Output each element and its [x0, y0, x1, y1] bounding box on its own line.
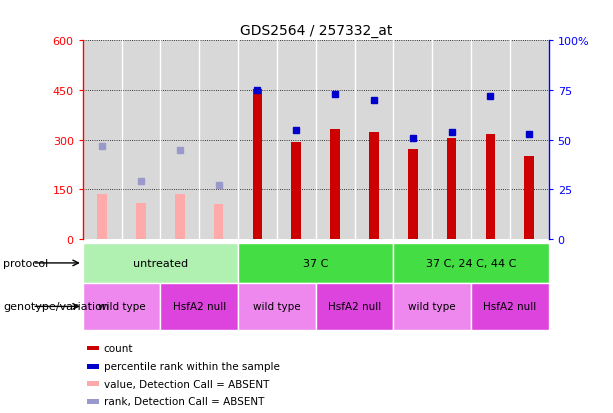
- Bar: [277, 41, 316, 240]
- Bar: [175, 195, 185, 240]
- Bar: [121, 41, 161, 240]
- Text: 37 C: 37 C: [303, 258, 329, 268]
- Bar: [97, 195, 107, 240]
- Bar: [83, 41, 121, 240]
- Text: HsfA2 null: HsfA2 null: [328, 301, 381, 312]
- Bar: [432, 41, 471, 240]
- Text: percentile rank within the sample: percentile rank within the sample: [104, 361, 280, 371]
- Text: value, Detection Call = ABSENT: value, Detection Call = ABSENT: [104, 379, 269, 389]
- Bar: [253, 90, 262, 240]
- Bar: [316, 41, 354, 240]
- Text: 37 C, 24 C, 44 C: 37 C, 24 C, 44 C: [426, 258, 516, 268]
- Bar: [394, 283, 471, 330]
- Bar: [354, 41, 394, 240]
- Bar: [330, 130, 340, 240]
- Bar: [88, 381, 99, 386]
- Bar: [471, 283, 549, 330]
- Bar: [447, 139, 457, 240]
- Bar: [238, 283, 316, 330]
- Bar: [394, 244, 549, 283]
- Bar: [394, 41, 432, 240]
- Text: rank, Detection Call = ABSENT: rank, Detection Call = ABSENT: [104, 396, 264, 406]
- Text: wild type: wild type: [408, 301, 456, 312]
- Bar: [83, 283, 161, 330]
- Bar: [161, 283, 238, 330]
- Title: GDS2564 / 257332_at: GDS2564 / 257332_at: [240, 24, 392, 38]
- Bar: [369, 133, 379, 240]
- Bar: [471, 41, 510, 240]
- Text: wild type: wild type: [97, 301, 145, 312]
- Text: untreated: untreated: [133, 258, 188, 268]
- Bar: [83, 244, 238, 283]
- Bar: [485, 135, 495, 240]
- Bar: [88, 364, 99, 369]
- Text: wild type: wild type: [253, 301, 301, 312]
- Text: count: count: [104, 343, 133, 353]
- Bar: [291, 143, 301, 240]
- Bar: [214, 205, 224, 240]
- Text: HsfA2 null: HsfA2 null: [483, 301, 536, 312]
- Bar: [88, 399, 99, 404]
- Bar: [238, 244, 394, 283]
- Bar: [199, 41, 238, 240]
- Bar: [316, 283, 394, 330]
- Bar: [524, 156, 534, 240]
- Bar: [161, 41, 199, 240]
- Text: genotype/variation: genotype/variation: [3, 301, 109, 312]
- Bar: [136, 203, 146, 240]
- Text: HsfA2 null: HsfA2 null: [173, 301, 226, 312]
- Bar: [238, 41, 277, 240]
- Bar: [88, 346, 99, 350]
- Text: protocol: protocol: [3, 258, 48, 268]
- Bar: [510, 41, 549, 240]
- Bar: [408, 150, 417, 240]
